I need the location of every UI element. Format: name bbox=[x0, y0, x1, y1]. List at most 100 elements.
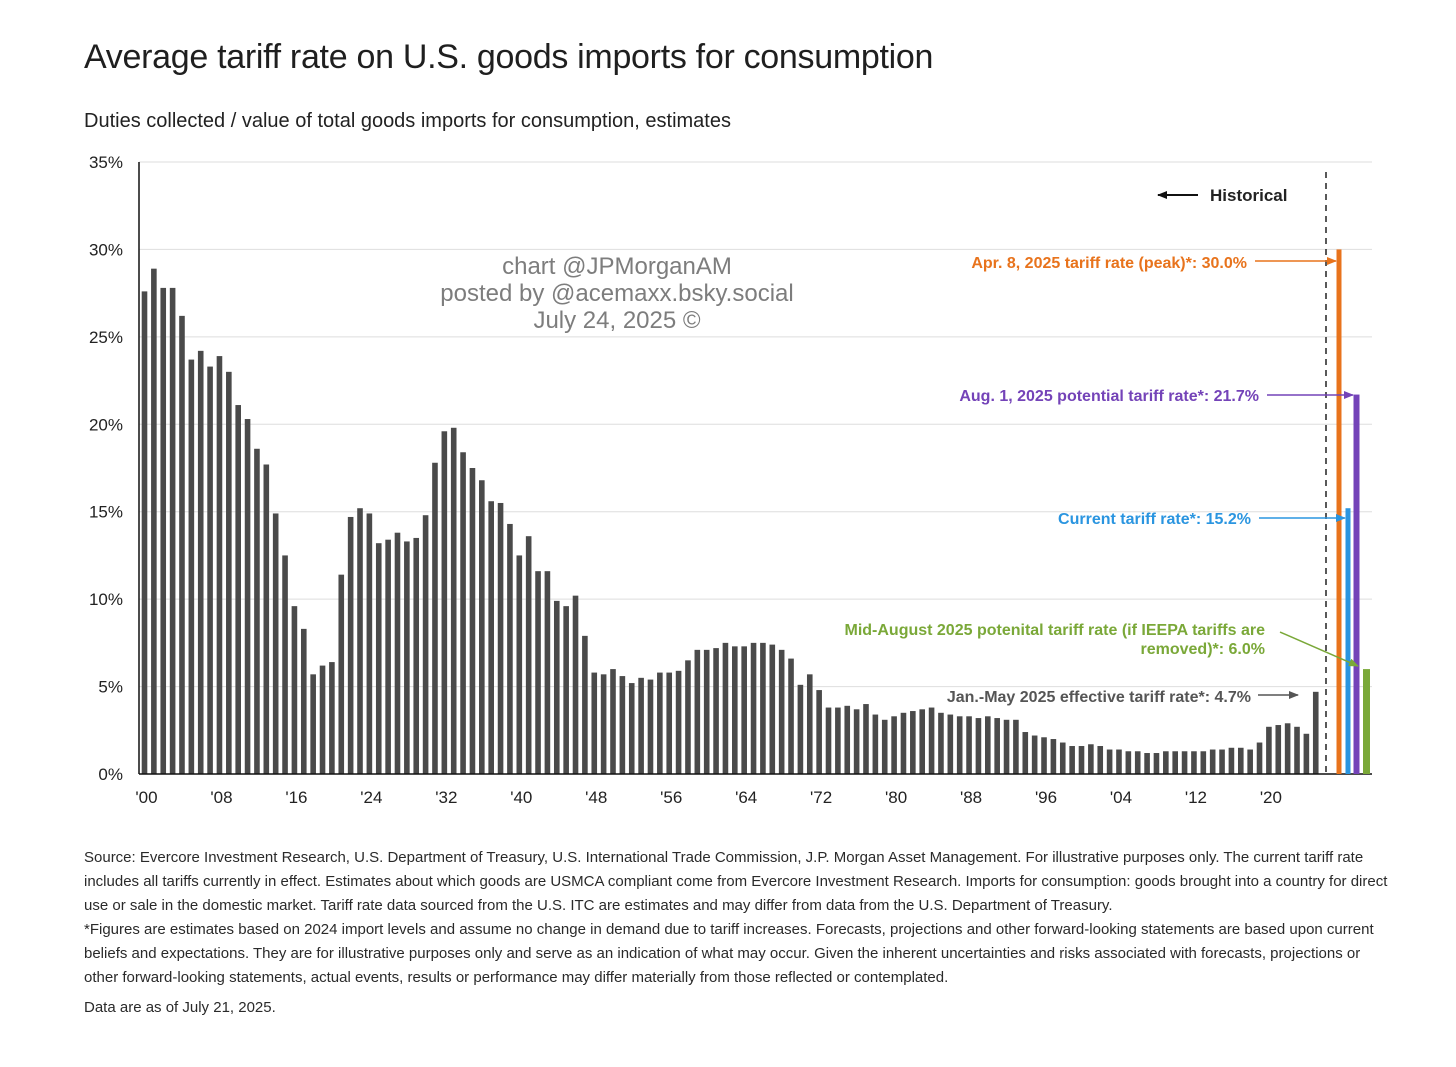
historical-bar bbox=[722, 642, 729, 774]
historical-bar bbox=[235, 405, 241, 774]
source-note: Source: Evercore Investment Research, U.… bbox=[84, 849, 1388, 914]
historical-bar bbox=[1097, 746, 1104, 774]
watermark-line-2: posted by @acemaxx.bsky.social bbox=[440, 280, 794, 307]
disclaimer-note: *Figures are estimates based on 2024 imp… bbox=[84, 921, 1374, 986]
x-tick-label: '16 bbox=[285, 788, 307, 807]
historical-bar bbox=[628, 683, 635, 774]
historical-bar bbox=[694, 649, 701, 774]
historical-bar bbox=[151, 268, 157, 774]
historical-bar bbox=[853, 709, 860, 774]
historical-bar bbox=[507, 523, 513, 774]
historical-bar bbox=[432, 462, 438, 774]
historical-bar bbox=[1041, 737, 1047, 774]
historical-bar bbox=[1153, 753, 1160, 774]
historical-bar bbox=[1144, 753, 1150, 774]
historical-bar bbox=[1163, 751, 1169, 774]
historical-bar bbox=[563, 606, 569, 774]
historical-bar bbox=[1116, 749, 1122, 774]
historical-bar bbox=[375, 543, 382, 774]
historical-bar bbox=[1125, 751, 1132, 774]
historical-bar bbox=[282, 555, 288, 774]
y-tick-label: 5% bbox=[98, 678, 123, 697]
historical-bar bbox=[1078, 746, 1085, 774]
historical-bar bbox=[394, 532, 401, 774]
historical-bar bbox=[404, 541, 410, 774]
historical-bar bbox=[216, 356, 223, 774]
historical-bar bbox=[928, 707, 935, 774]
historical-bar bbox=[760, 642, 766, 774]
historical-bar bbox=[619, 676, 626, 774]
historical-bar bbox=[1209, 749, 1216, 774]
x-tick-label: '88 bbox=[960, 788, 982, 807]
historical-bar bbox=[1191, 751, 1197, 774]
historical-bar bbox=[657, 672, 663, 774]
historical-bar bbox=[844, 705, 851, 774]
historical-bar bbox=[207, 366, 213, 774]
annotation-current: Current tariff rate*: 15.2% bbox=[1058, 511, 1251, 528]
x-tick-label: '00 bbox=[135, 788, 157, 807]
historical-bar bbox=[1031, 735, 1038, 774]
historical-bar bbox=[357, 508, 363, 774]
historical-bar bbox=[160, 287, 167, 774]
historical-bar bbox=[1303, 733, 1310, 774]
historical-bar bbox=[900, 712, 907, 774]
historical-bar bbox=[272, 513, 279, 774]
historical-bar bbox=[488, 501, 494, 774]
x-tick-label: '48 bbox=[585, 788, 607, 807]
historical-bar bbox=[703, 649, 710, 774]
historical-bar bbox=[750, 642, 757, 774]
historical-bar bbox=[1247, 749, 1253, 774]
scenario-bar bbox=[1345, 508, 1351, 774]
historical-bar bbox=[263, 464, 270, 774]
historical-bar bbox=[1228, 747, 1235, 774]
historical-bar bbox=[441, 431, 448, 774]
x-tick-label: '96 bbox=[1035, 788, 1057, 807]
historical-bar bbox=[1200, 751, 1207, 774]
historical-bar bbox=[741, 646, 747, 774]
historical-bar bbox=[638, 677, 644, 774]
historical-bar bbox=[300, 628, 307, 774]
historical-bar bbox=[582, 635, 588, 774]
historical-bar bbox=[1172, 751, 1178, 774]
y-tick-label: 10% bbox=[89, 590, 123, 609]
historical-bar bbox=[1219, 749, 1225, 774]
scenario-bar bbox=[1353, 394, 1360, 774]
watermark-line-1: chart @JPMorganAM bbox=[502, 253, 732, 280]
historical-bar bbox=[141, 291, 148, 774]
historical-bar bbox=[769, 644, 776, 774]
y-tick-label: 0% bbox=[98, 765, 123, 784]
historical-bar bbox=[469, 468, 476, 774]
annotation-aug1: Aug. 1, 2025 potential tariff rate*: 21.… bbox=[959, 388, 1259, 405]
historical-bar bbox=[600, 674, 607, 774]
historical-bar bbox=[966, 716, 972, 774]
annotation-midaug-line2: removed)*: 6.0% bbox=[1141, 641, 1266, 658]
historical-bar bbox=[788, 658, 794, 774]
historical-bar bbox=[525, 536, 532, 774]
watermark-line-3: July 24, 2025 © bbox=[533, 307, 701, 334]
historical-bar bbox=[254, 448, 260, 774]
historical-bar bbox=[1069, 746, 1075, 774]
data-asof-note: Data are as of July 21, 2025. bbox=[84, 999, 276, 1016]
historical-bar bbox=[947, 714, 954, 774]
historical-bar bbox=[169, 287, 176, 774]
historical-bar bbox=[1059, 742, 1066, 774]
x-tick-label: '64 bbox=[735, 788, 757, 807]
historical-bar bbox=[450, 427, 457, 774]
annotation-effective: Jan.-May 2025 effective tariff rate*: 4.… bbox=[947, 689, 1251, 706]
historical-bar bbox=[825, 707, 832, 774]
historical-bar bbox=[1312, 691, 1319, 774]
x-tick-label: '24 bbox=[360, 788, 382, 807]
historical-bar bbox=[535, 571, 541, 774]
historical-bar bbox=[1022, 732, 1029, 774]
historical-bar bbox=[835, 707, 841, 774]
historical-bar bbox=[1106, 749, 1113, 774]
historical-bar bbox=[366, 513, 373, 774]
historical-bar bbox=[319, 665, 326, 774]
historical-bar bbox=[1237, 747, 1244, 774]
historical-bar bbox=[329, 662, 335, 774]
y-tick-label: 30% bbox=[89, 240, 123, 259]
historical-bar bbox=[291, 606, 298, 774]
historical-bar bbox=[872, 714, 879, 774]
historical-bar bbox=[956, 716, 963, 774]
historical-bar bbox=[994, 718, 1000, 774]
